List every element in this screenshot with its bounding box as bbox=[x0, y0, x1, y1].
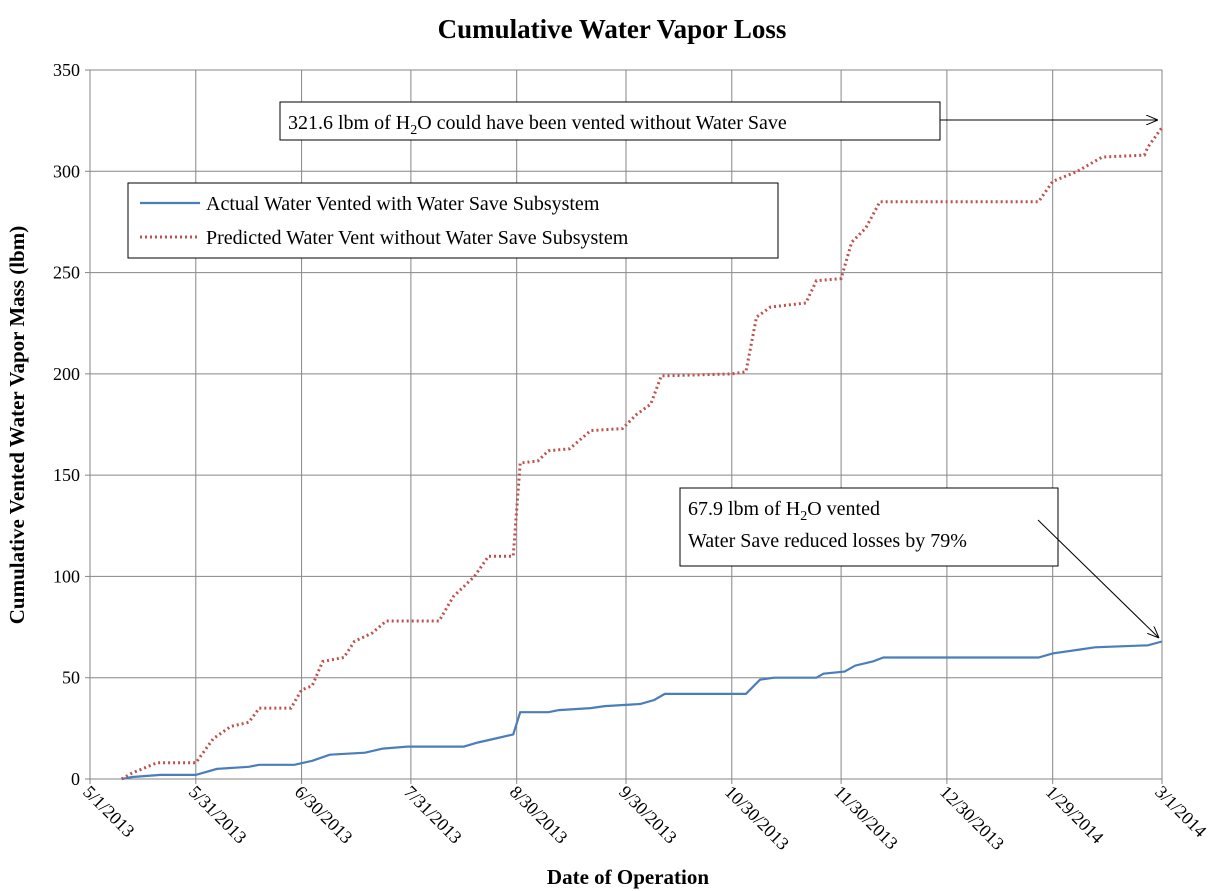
y-tick-label: 200 bbox=[53, 364, 80, 384]
data-line bbox=[121, 640, 1163, 781]
annotation-box bbox=[279, 101, 941, 141]
y-tick-label: 50 bbox=[62, 668, 80, 688]
legend-label: Actual Water Vented with Water Save Subs… bbox=[206, 193, 600, 215]
y-tick-label: 0 bbox=[71, 769, 80, 789]
annotation-arrow bbox=[1037, 519, 1159, 638]
grid: 0 50 100 150 200 250 300 350 5/1/2013 5/31/2013 6/… bbox=[53, 60, 1211, 854]
y-tick-label: 150 bbox=[53, 465, 80, 485]
annotation-part: 67.9 lbm of H bbox=[688, 498, 800, 520]
plot-frame bbox=[89, 69, 1163, 780]
annotation-part: O could have been vented without Water S… bbox=[417, 112, 787, 134]
x-tick-label: 5/1/2013 bbox=[79, 782, 138, 841]
plot: Actual Water Vented with Water Save Subs… bbox=[120, 126, 1164, 781]
chart-title: Cumulative Water Vapor Loss bbox=[438, 14, 787, 44]
y-tick-label: 300 bbox=[53, 161, 80, 181]
annotations: 321.6 lbm of H2O could have been vented … bbox=[279, 101, 1159, 638]
annotation-part: O vented bbox=[807, 498, 880, 520]
x-tick-label: 7/31/2013 bbox=[400, 782, 466, 848]
x-tick-label: 12/30/2013 bbox=[936, 782, 1008, 854]
x-axis-label: Date of Operation bbox=[547, 865, 709, 889]
subscript: 2 bbox=[800, 509, 807, 524]
legend-label: Predicted Water Vent without Water Save … bbox=[206, 227, 629, 249]
x-tick-label: 10/30/2013 bbox=[721, 782, 793, 854]
legend: Actual Water Vented with Water Save Subs… bbox=[127, 182, 779, 259]
annotation-box bbox=[679, 487, 1059, 567]
x-tick-label: 6/30/2013 bbox=[291, 782, 357, 848]
x-tick-label: 8/30/2013 bbox=[506, 782, 572, 848]
y-tick-label: 250 bbox=[53, 263, 80, 283]
annotation-text: 67.9 lbm of H2O vented bbox=[688, 498, 880, 524]
annotation-part: Water Save reduced losses by 79% bbox=[688, 530, 967, 552]
x-tick-label: 1/29/2014 bbox=[1042, 782, 1108, 848]
data-line bbox=[120, 126, 1164, 781]
x-tick-label: 11/30/2013 bbox=[830, 782, 902, 854]
legend-box bbox=[127, 182, 779, 259]
annotation-text: Water Save reduced losses by 79% bbox=[688, 530, 967, 552]
y-tick-label: 100 bbox=[53, 566, 80, 586]
subscript: 2 bbox=[410, 123, 417, 138]
x-tick-label: 5/31/2013 bbox=[185, 782, 251, 848]
y-axis-label: Cumulative Vented Water Vapor Mass (lbm) bbox=[5, 226, 29, 624]
annotation-part: 321.6 lbm of H bbox=[288, 112, 410, 134]
x-tick-label: 3/1/2014 bbox=[1151, 782, 1210, 841]
x-tick-label: 9/30/2013 bbox=[615, 782, 681, 848]
annotation-text: 321.6 lbm of H2O could have been vented … bbox=[288, 112, 787, 138]
y-tick-label: 350 bbox=[53, 60, 80, 80]
